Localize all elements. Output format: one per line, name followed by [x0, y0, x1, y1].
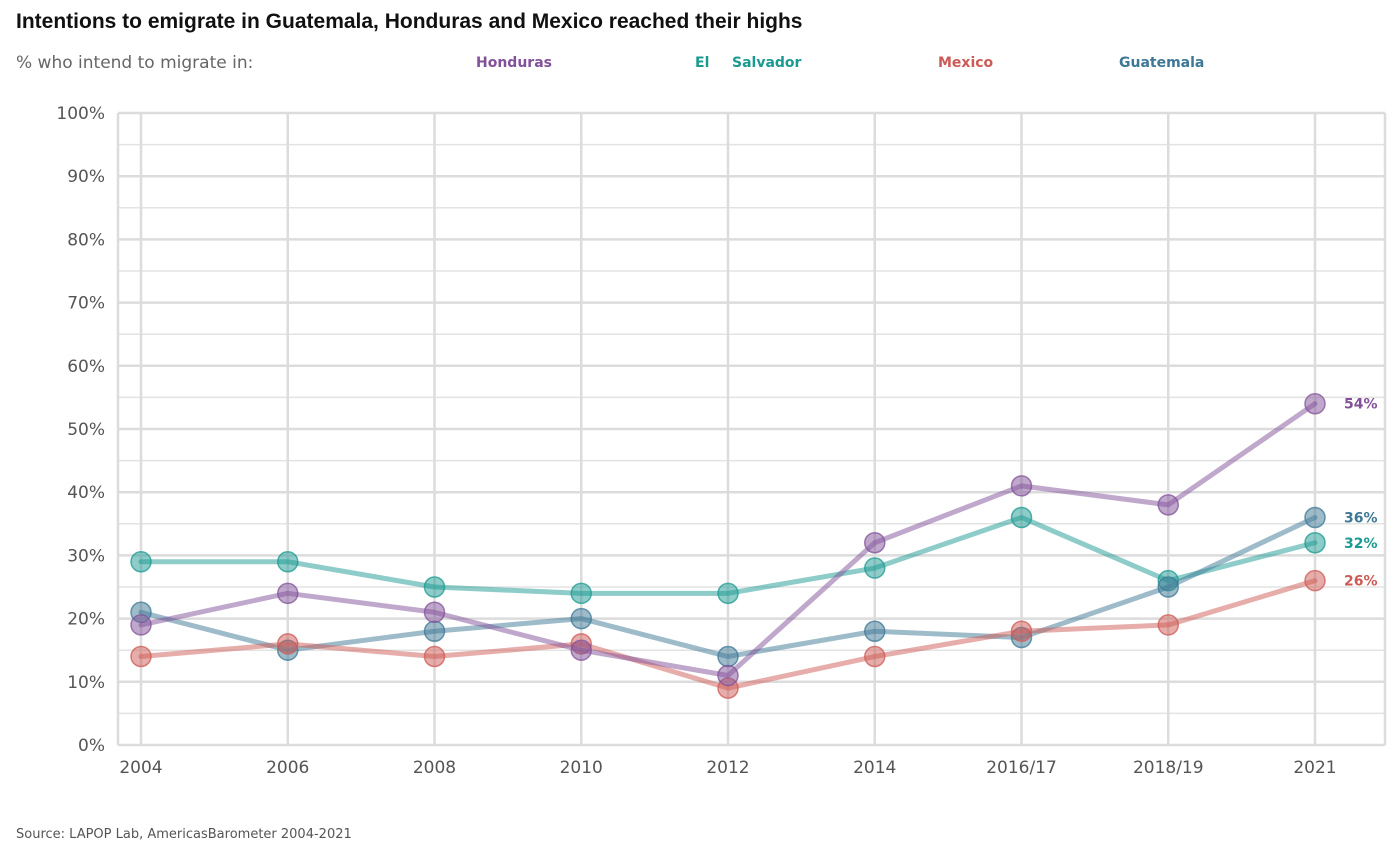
y-tick-label: 50% [67, 420, 105, 440]
data-point-guatemala [717, 645, 739, 668]
data-point-guatemala [423, 620, 446, 642]
data-point-el-salvador [130, 550, 152, 573]
data-point-honduras [864, 532, 886, 554]
x-tick-label: 2006 [266, 758, 309, 778]
data-point-honduras [1157, 494, 1179, 516]
y-tick-label: 40% [67, 483, 105, 503]
x-tick-label: 2010 [560, 758, 603, 778]
data-point-mexico [277, 633, 299, 655]
data-point-honduras [1010, 475, 1033, 497]
y-tick-label: 100% [56, 104, 105, 124]
x-tick-label: 2018/19 [1133, 758, 1204, 778]
x-tick-label: 2016/17 [986, 758, 1057, 778]
data-point-el-salvador [864, 557, 886, 579]
data-point-el-salvador [423, 576, 446, 598]
y-tick-label: 30% [67, 546, 105, 566]
end-label-guatemala: 36% [1344, 510, 1378, 526]
data-point-guatemala [570, 607, 592, 630]
y-tick-label: 0% [78, 736, 105, 756]
data-point-mexico [130, 645, 152, 668]
x-tick-label: 2021 [1293, 758, 1336, 778]
series-lines [130, 392, 1326, 699]
data-point-el-salvador [1304, 532, 1326, 554]
data-point-el-salvador [717, 582, 739, 605]
legend-item-mexico: Mexico [938, 55, 994, 71]
legend-item-el: El [695, 55, 710, 71]
legend-item-salvador: Salvador [732, 55, 802, 71]
data-point-mexico [1157, 614, 1179, 636]
chart-title: Intentions to emigrate in Guatemala, Hon… [16, 10, 803, 33]
legend-item-honduras: Honduras [476, 55, 552, 71]
y-tick-label: 90% [67, 167, 105, 187]
data-point-guatemala [1304, 506, 1326, 529]
x-tick-label: 2014 [853, 758, 896, 778]
x-tick-label: 2004 [119, 758, 162, 778]
data-point-el-salvador [1010, 506, 1033, 529]
data-point-mexico [864, 645, 886, 668]
data-point-mexico [423, 645, 446, 668]
y-tick-label: 80% [67, 230, 105, 250]
end-label-mexico: 26% [1344, 574, 1378, 590]
data-point-honduras [423, 601, 446, 624]
series-guatemala [130, 506, 1326, 668]
y-tick-label: 60% [67, 357, 105, 377]
data-point-honduras [717, 664, 739, 687]
data-point-guatemala [864, 620, 886, 642]
x-tick-label: 2008 [413, 758, 456, 778]
source-note: Source: LAPOP Lab, AmericasBarometer 200… [16, 827, 352, 842]
legend-item-guatemala: Guatemala [1119, 55, 1205, 71]
chart-subtitle: % who intend to migrate in: [16, 53, 254, 73]
data-point-honduras [130, 614, 152, 636]
data-point-honduras [1304, 392, 1326, 415]
end-label-honduras: 54% [1344, 397, 1378, 413]
data-point-el-salvador [277, 550, 299, 573]
y-tick-label: 10% [67, 673, 105, 693]
y-tick-label: 20% [67, 610, 105, 630]
data-point-honduras [570, 639, 592, 661]
data-point-el-salvador [570, 582, 592, 605]
data-point-honduras [277, 582, 299, 605]
y-tick-label: 70% [67, 294, 105, 314]
data-point-mexico [1304, 569, 1326, 592]
data-point-guatemala [1157, 576, 1179, 598]
x-tick-label: 2012 [706, 758, 749, 778]
end-labels: 32% 36% 26% 54% [1344, 397, 1378, 590]
axes: 0% 10% 20% 30% 40% 50% 60% 70% 80% 90% 100% 2004 200… [56, 104, 1387, 778]
end-label-el-salvador: 32% [1344, 536, 1378, 552]
series-honduras [130, 392, 1326, 687]
data-point-mexico [1010, 620, 1033, 642]
